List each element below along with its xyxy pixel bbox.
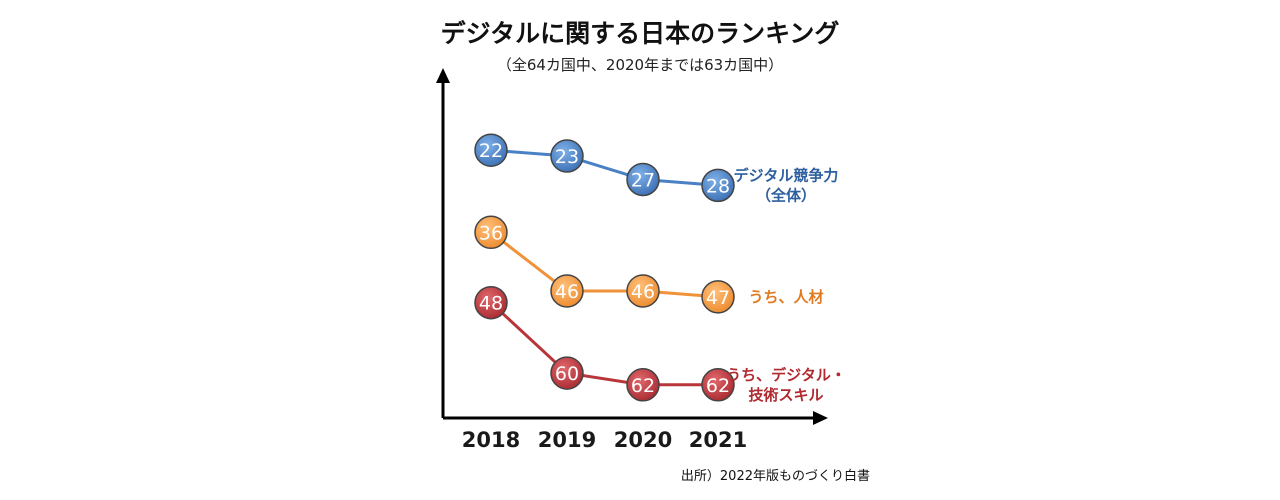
x-axis-arrow: [813, 411, 828, 425]
x-tick-label: 2020: [614, 428, 672, 452]
data-point: [474, 215, 508, 250]
series-group: 22 23 27 28 デジタル競争力 （全体） 36 46 46 47 うち、人材 48 60 62 62…: [474, 133, 846, 404]
data-label: 23: [555, 146, 579, 168]
x-tick-label: 2021: [689, 428, 747, 452]
data-label: 46: [555, 281, 579, 303]
data-point: [550, 274, 584, 308]
data-point: [550, 356, 584, 390]
data-point: [626, 162, 660, 197]
data-point: [626, 368, 660, 402]
data-point: [474, 133, 508, 167]
data-label: 27: [631, 170, 655, 192]
series-line: [490, 148, 719, 187]
chart-title: デジタルに関する日本のランキング: [441, 19, 840, 48]
data-label: 47: [706, 287, 730, 309]
series-name-label: （全体）: [756, 186, 816, 204]
data-point: [701, 168, 735, 203]
series-1: 36 46 46 47 うち、人材: [474, 215, 824, 314]
data-point: [550, 139, 584, 173]
data-label: 46: [631, 281, 655, 303]
data-label: 62: [631, 375, 655, 397]
data-label: 36: [479, 222, 503, 244]
data-point: [701, 368, 735, 402]
chart-subtitle: （全64カ国中、2020年までは63カ国中）: [497, 56, 783, 74]
x-tick-label: 2018: [462, 428, 520, 452]
series-name-label: うち、人材: [748, 288, 823, 306]
source-note: 出所）2022年版ものづくり白書: [681, 468, 870, 484]
series-name-label: うち、デジタル・: [726, 366, 846, 384]
series-name-label: 技術スキル: [748, 386, 823, 404]
data-label: 60: [555, 363, 579, 385]
series-line: [489, 301, 718, 387]
data-label: 48: [479, 293, 503, 315]
data-label: 62: [706, 375, 730, 397]
data-point: [474, 285, 508, 320]
series-name-label: デジタル競争力: [734, 166, 839, 184]
x-tick-labels: 2018 2019 2020 2021: [462, 428, 747, 452]
y-axis-arrow: [436, 68, 450, 83]
x-tick-label: 2019: [538, 428, 596, 452]
data-point: [626, 274, 660, 308]
series-0: 22 23 27 28 デジタル競争力 （全体）: [474, 133, 839, 204]
data-label: 22: [479, 140, 503, 162]
series-line: [490, 231, 719, 299]
data-point: [701, 280, 735, 314]
data-label: 28: [706, 175, 730, 197]
